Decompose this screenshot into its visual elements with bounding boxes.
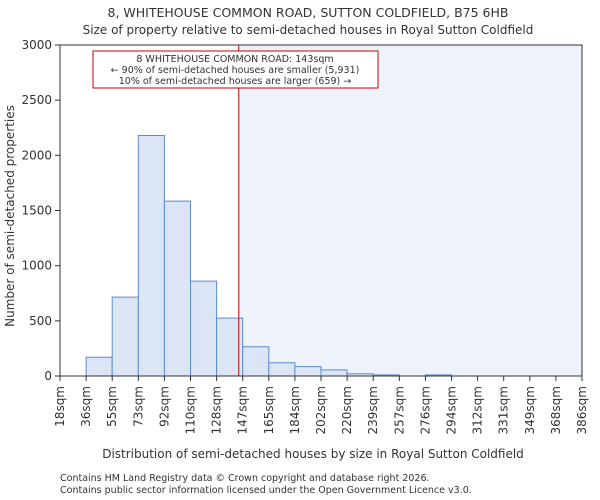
x-axis-ticks: 18sqm 36sqm 55sqm 73sqm 92sqm 110sqm 128sqm 147…: [53, 376, 589, 434]
y-tick-label: 1500: [21, 204, 52, 218]
x-tick-label: 73sqm: [131, 386, 145, 427]
x-tick-label: 110sqm: [184, 386, 198, 434]
x-axis-label: Distribution of semi-detached houses by …: [102, 447, 524, 461]
x-tick-label: 184sqm: [288, 386, 302, 434]
bar-110sqm: [190, 280, 218, 377]
x-tick-label: 239sqm: [366, 386, 380, 434]
bar-202sqm: [320, 369, 348, 377]
x-tick-label: 92sqm: [157, 386, 171, 427]
x-tick-label: 294sqm: [445, 386, 459, 434]
y-tick-label: 500: [29, 314, 52, 328]
x-tick-label: 55sqm: [105, 386, 119, 427]
x-tick-label: 220sqm: [340, 386, 354, 434]
x-tick-label: 202sqm: [314, 386, 328, 434]
y-axis-ticks: 0 500 1000 1500 2000 2500 3000: [21, 38, 60, 383]
annotation-line-2: ← 90% of semi-detached houses are smalle…: [111, 65, 360, 76]
bar-55sqm: [111, 296, 139, 377]
bar-165sqm: [268, 362, 296, 377]
y-axis-label: Number of semi-detached properties: [3, 105, 17, 327]
bar-184sqm: [294, 366, 322, 377]
x-tick-label: 386sqm: [575, 386, 589, 434]
bar-73sqm: [137, 134, 165, 377]
y-tick-label: 3000: [21, 38, 52, 52]
x-tick-label: 368sqm: [549, 386, 563, 434]
bar-147sqm: [242, 346, 270, 377]
y-tick-label: 0: [44, 369, 52, 383]
chart-title: 8, WHITEHOUSE COMMON ROAD, SUTTON COLDFI…: [108, 5, 509, 20]
bar-36sqm: [85, 356, 113, 377]
larger-region-shade: [238, 45, 582, 376]
x-tick-label: 276sqm: [418, 386, 432, 434]
y-tick-label: 2000: [21, 148, 52, 162]
x-tick-label: 36sqm: [79, 386, 93, 427]
annotation-line-3: 10% of semi-detached houses are larger (…: [119, 76, 352, 87]
y-tick-label: 2500: [21, 93, 52, 107]
x-tick-label: 147sqm: [236, 386, 250, 434]
bar-92sqm: [163, 200, 191, 377]
footer-line-2: Contains public sector information licen…: [60, 485, 472, 496]
y-tick-label: 1000: [21, 259, 52, 273]
annotation-box: 8 WHITEHOUSE COMMON ROAD: 143sqm ← 90% o…: [92, 50, 379, 89]
x-tick-label: 349sqm: [523, 386, 537, 434]
x-tick-label: 257sqm: [392, 386, 406, 434]
x-tick-label: 312sqm: [471, 386, 485, 434]
footer-line-1: Contains HM Land Registry data © Crown c…: [60, 473, 430, 484]
chart-subtitle: Size of property relative to semi-detach…: [83, 23, 534, 37]
x-tick-label: 128sqm: [210, 386, 224, 434]
annotation-line-1: 8 WHITEHOUSE COMMON ROAD: 143sqm: [136, 54, 333, 65]
x-tick-label: 331sqm: [497, 386, 511, 434]
x-tick-label: 165sqm: [262, 386, 276, 434]
x-tick-label: 18sqm: [53, 386, 67, 427]
